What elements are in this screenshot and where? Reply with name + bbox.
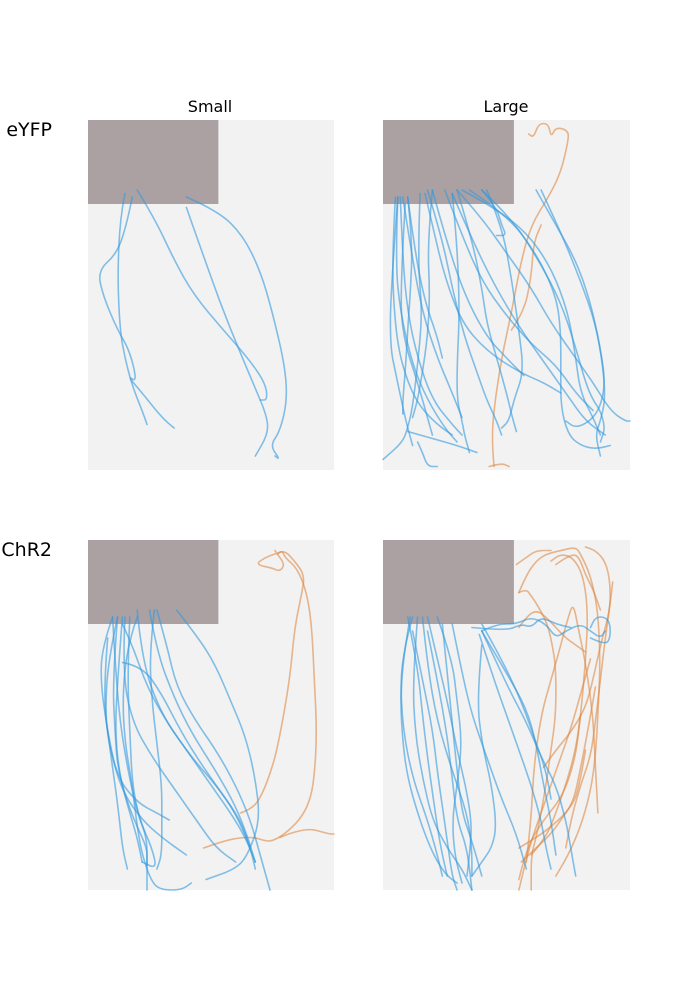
row-label-chr2: ChR2 [1, 539, 52, 561]
panels-group [88, 120, 630, 890]
row-label-eyfp: eYFP [6, 119, 52, 141]
zone-rect [88, 540, 218, 624]
column-title-large: Large [483, 97, 528, 116]
zone-rect [383, 120, 514, 204]
panel-4 [383, 540, 630, 890]
zone-rect [383, 540, 514, 624]
panel-1 [88, 120, 334, 470]
column-title-small: Small [188, 97, 232, 116]
zone-rect [88, 120, 218, 204]
panel-3 [88, 540, 334, 890]
panel-2 [383, 120, 630, 470]
